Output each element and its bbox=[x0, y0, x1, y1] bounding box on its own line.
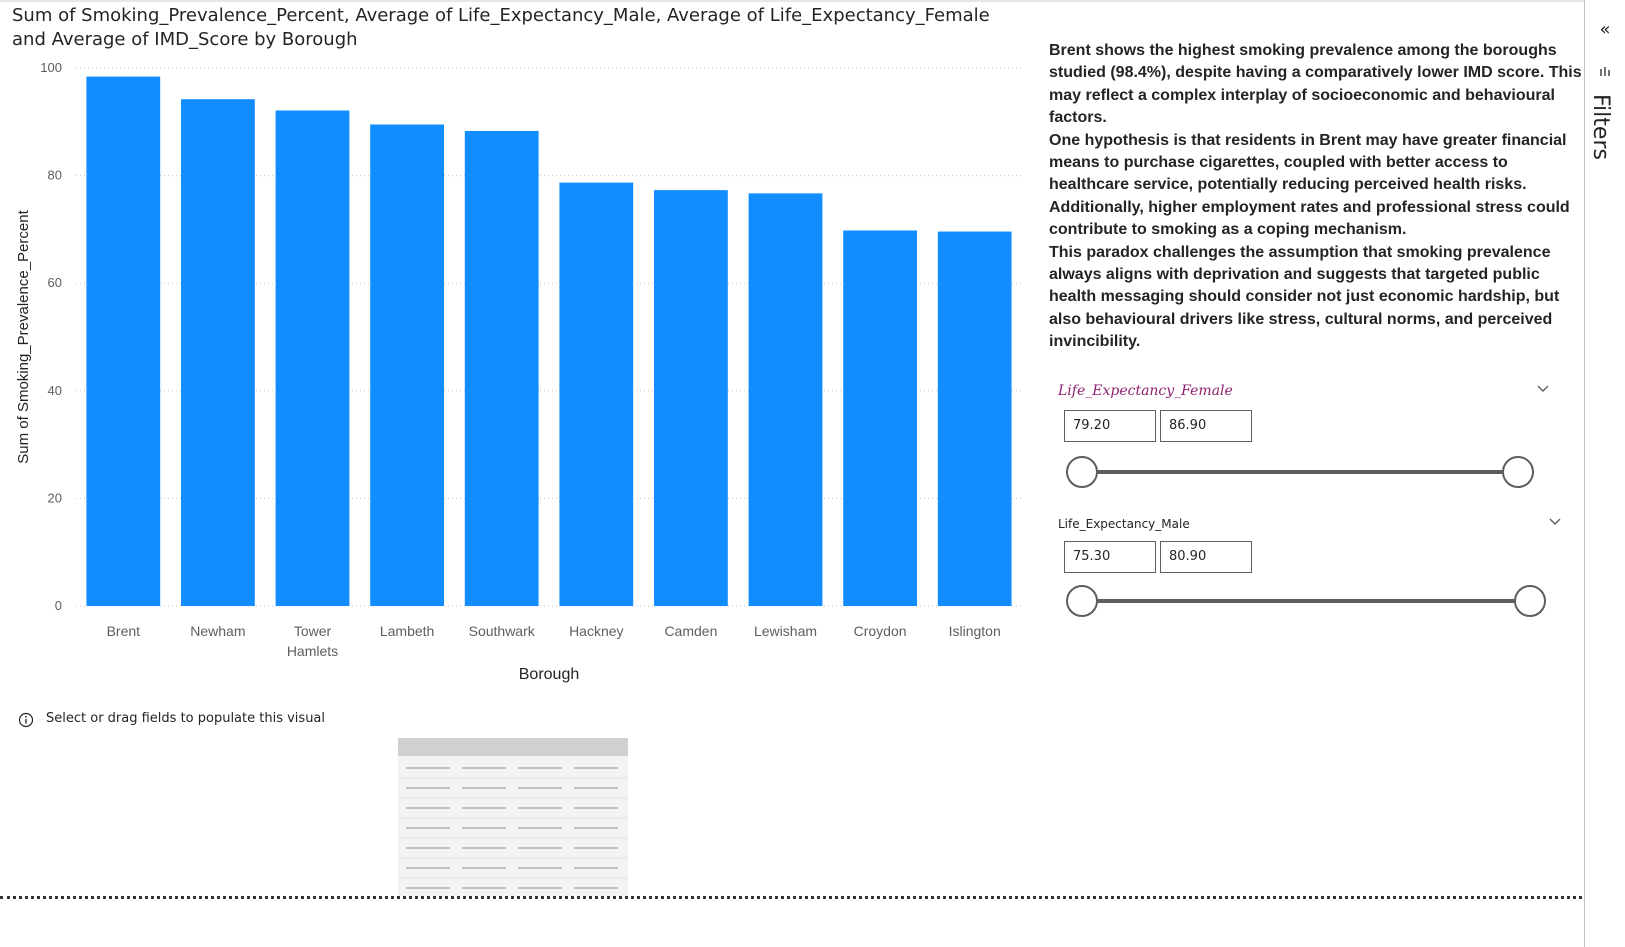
range-max-input[interactable]: 80.90 bbox=[1160, 541, 1252, 573]
bar[interactable] bbox=[275, 110, 350, 606]
y-tick-label: 100 bbox=[40, 60, 62, 75]
narrative-paragraph-2: One hypothesis is that residents in Bren… bbox=[1049, 131, 1570, 239]
filters-label[interactable]: Filters bbox=[1588, 94, 1613, 160]
slicer-title: Life_Expectancy_Female bbox=[1058, 383, 1233, 399]
slicer-header: Life_Expectancy_Male bbox=[1058, 513, 1548, 533]
x-tick-label: Hamlets bbox=[287, 643, 338, 659]
narrative-paragraph-1: Brent shows the highest smoking prevalen… bbox=[1049, 42, 1582, 127]
y-tick-label: 20 bbox=[48, 490, 62, 505]
bar[interactable] bbox=[181, 99, 255, 606]
x-tick-label: Lambeth bbox=[380, 623, 434, 639]
y-axis-title: Sum of Smoking_Prevalence_Percent bbox=[15, 209, 32, 463]
bar-chart-visual[interactable]: 0 20 40 60 80 100 Brent Newham Tower Hamlets Lambe… bbox=[0, 0, 1030, 690]
top-border bbox=[0, 0, 1586, 2]
bar[interactable] bbox=[86, 76, 161, 606]
bar[interactable] bbox=[937, 231, 1012, 606]
chevron-down-icon[interactable] bbox=[1546, 513, 1564, 531]
x-tick-label: Lewisham bbox=[754, 623, 817, 639]
collapse-icon[interactable]: « bbox=[1599, 19, 1611, 40]
x-tick-label: Islington bbox=[949, 623, 1001, 639]
chart-title: Sum of Smoking_Prevalence_Percent, Avera… bbox=[12, 5, 990, 50]
info-icon bbox=[18, 712, 34, 728]
bar[interactable] bbox=[654, 190, 728, 606]
y-tick-label: 0 bbox=[55, 598, 62, 613]
x-tick-label: Croydon bbox=[854, 623, 907, 639]
slider-min-handle[interactable] bbox=[1066, 585, 1098, 617]
slider-track[interactable] bbox=[1082, 470, 1522, 474]
x-tick-label: Camden bbox=[664, 623, 717, 639]
x-tick-label: Tower bbox=[294, 623, 332, 639]
slicer-header: Life_Expectancy_Female bbox=[1058, 380, 1548, 400]
x-tick-label: Newham bbox=[190, 623, 245, 639]
narrative-paragraph-3: This paradox challenges the assumption t… bbox=[1049, 243, 1560, 351]
x-tick-label: Southwark bbox=[469, 623, 536, 639]
bar[interactable] bbox=[748, 193, 823, 606]
life-expectancy-female-slicer[interactable]: Life_Expectancy_Female 79.20 86.90 bbox=[1056, 380, 1566, 490]
empty-table-visual[interactable]: Select or drag fields to populate this v… bbox=[14, 708, 654, 908]
range-min-input[interactable]: 75.30 bbox=[1064, 541, 1156, 573]
filter-icon[interactable] bbox=[1597, 64, 1613, 80]
y-tick-label: 40 bbox=[48, 383, 62, 398]
filters-pane[interactable]: « Filters bbox=[1584, 0, 1625, 947]
slider-track[interactable] bbox=[1082, 599, 1536, 603]
life-expectancy-male-slicer[interactable]: Life_Expectancy_Male 75.30 80.90 bbox=[1056, 513, 1566, 623]
slicer-title: Life_Expectancy_Male bbox=[1058, 517, 1190, 531]
y-tick-label: 80 bbox=[48, 168, 62, 183]
y-tick-label: 60 bbox=[48, 275, 62, 290]
slider-max-handle[interactable] bbox=[1514, 585, 1546, 617]
range-max-input[interactable]: 86.90 bbox=[1160, 410, 1252, 442]
bar-chart-svg: 0 20 40 60 80 100 Brent Newham Tower Hamlets Lambe… bbox=[15, 60, 1022, 683]
empty-visual-message: Select or drag fields to populate this v… bbox=[46, 711, 326, 726]
bar[interactable] bbox=[559, 182, 634, 606]
x-axis-title: Borough bbox=[519, 666, 580, 683]
slider-max-handle[interactable] bbox=[1502, 456, 1534, 488]
narrative-textbox[interactable]: Brent shows the highest smoking prevalen… bbox=[1049, 40, 1589, 354]
x-tick-label: Brent bbox=[107, 623, 141, 639]
table-placeholder-graphic bbox=[398, 738, 628, 896]
slider-min-handle[interactable] bbox=[1066, 456, 1098, 488]
page-boundary-divider bbox=[0, 896, 1582, 899]
chevron-down-icon[interactable] bbox=[1534, 380, 1552, 398]
bar[interactable] bbox=[464, 130, 539, 607]
range-min-input[interactable]: 79.20 bbox=[1064, 410, 1156, 442]
bar[interactable] bbox=[370, 124, 444, 607]
x-tick-label: Hackney bbox=[569, 623, 623, 639]
bar[interactable] bbox=[843, 230, 917, 606]
